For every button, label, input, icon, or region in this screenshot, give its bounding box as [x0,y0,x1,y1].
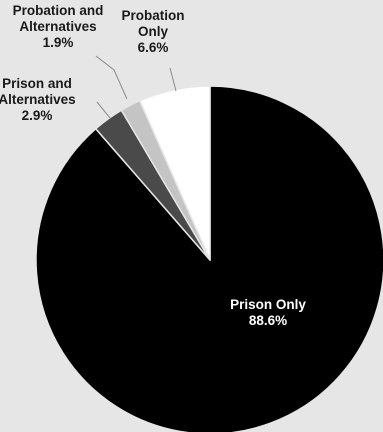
leader-line-probation-and-alternatives [95,55,128,100]
pie-label-value: 2.9% [22,108,53,123]
pie-label-probation-and-alternatives: Probation and Alternatives 1.9% [13,3,104,50]
leader-line-prison-and-alternatives [96,101,111,119]
pie-label-value: 1.9% [43,35,74,50]
pie-label-name-line: Prison and [2,76,72,91]
pie-label-name-line: Alternatives [19,19,96,34]
pie-label-name-line: Probation [122,8,185,23]
pie-label-name-line: Prison Only [230,297,306,312]
pie-label-value: 6.6% [138,40,169,55]
pie-slice-probation-only [139,85,211,261]
pie-label-name-line: Only [138,24,168,39]
pie-label-probation-only: Probation Only 6.6% [122,8,185,55]
leader-line-probation-only [169,67,177,92]
pie-label-name-line: Alternatives [0,92,76,107]
pie-label-name-line: Probation and [13,3,104,18]
pie-label-prison-and-alternatives: Prison and Alternatives 2.9% [0,76,76,123]
pie-label-value: 88.6% [249,313,287,328]
pie-slice-prison-only [35,85,383,432]
pie-label-prison-only: Prison Only 88.6% [230,297,306,328]
